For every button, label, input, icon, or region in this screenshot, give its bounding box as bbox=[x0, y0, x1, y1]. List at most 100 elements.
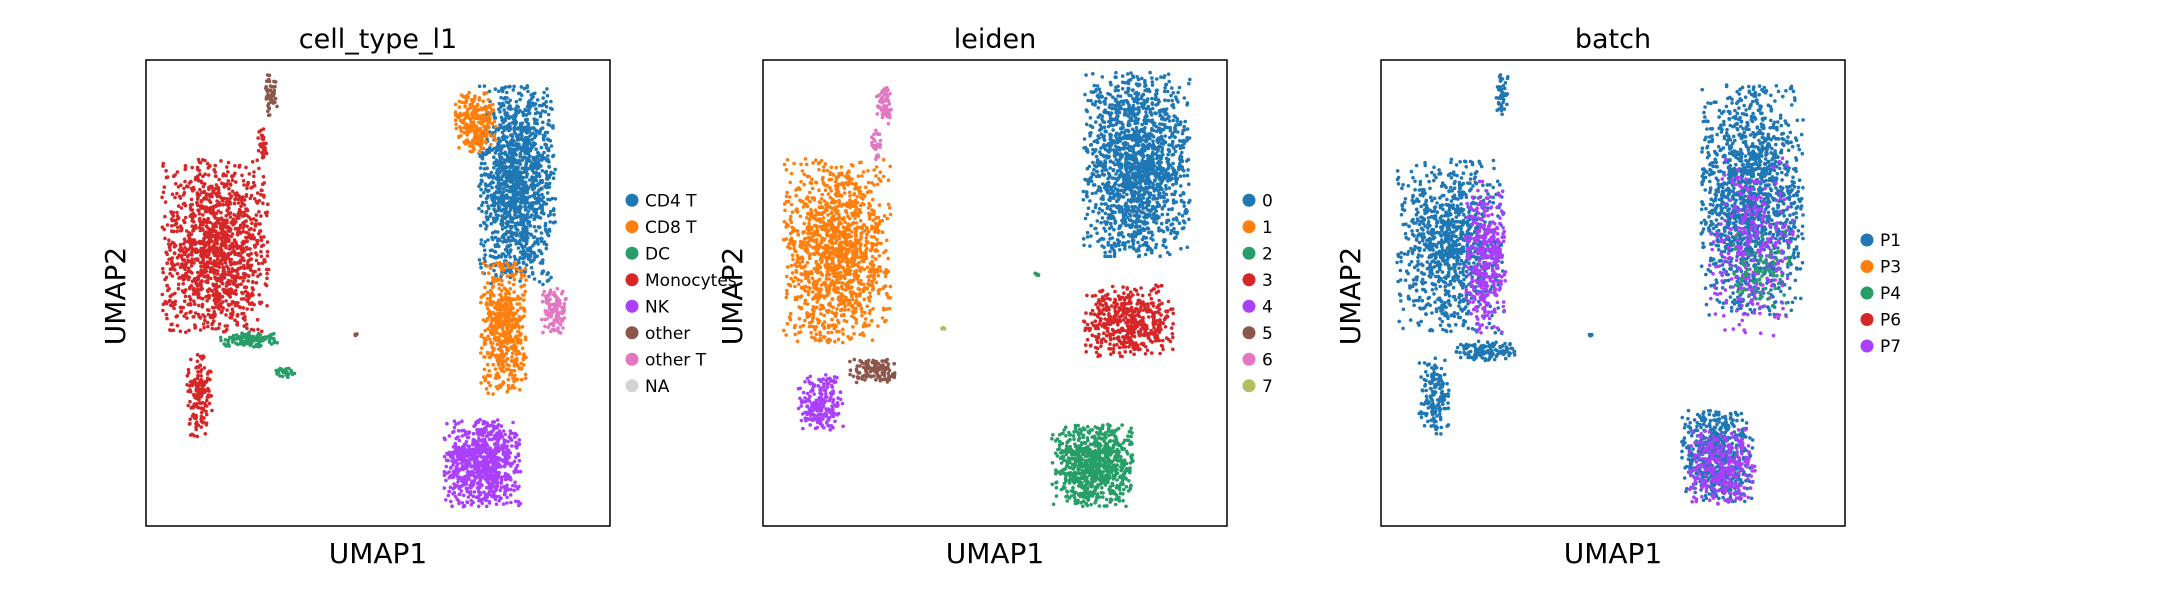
scatter-point bbox=[487, 271, 491, 276]
scatter-point bbox=[514, 272, 518, 276]
scatter-point bbox=[527, 111, 532, 115]
scatter-point bbox=[500, 190, 504, 195]
scatter-point bbox=[181, 282, 185, 286]
scatter-point bbox=[500, 382, 505, 387]
scatter-point bbox=[256, 136, 260, 140]
scatter-point bbox=[480, 119, 485, 123]
scatter-point bbox=[214, 183, 219, 187]
scatter-point bbox=[196, 178, 201, 183]
scatter-point bbox=[497, 282, 502, 287]
scatter-point bbox=[478, 166, 483, 170]
scatter-point bbox=[518, 387, 522, 392]
scatter-point bbox=[471, 116, 476, 120]
scatter-point bbox=[499, 480, 504, 484]
scatter-point bbox=[225, 237, 230, 241]
scatter-point bbox=[210, 321, 215, 326]
scatter-point bbox=[547, 181, 552, 186]
scatter-point bbox=[507, 477, 512, 481]
scatter-point bbox=[229, 221, 233, 225]
scatter-point bbox=[174, 182, 178, 186]
scatter-point bbox=[508, 98, 512, 103]
scatter-point bbox=[188, 206, 193, 211]
scatter-point bbox=[222, 275, 227, 280]
scatter-point bbox=[200, 393, 204, 397]
scatter-point bbox=[160, 195, 164, 200]
scatter-point bbox=[182, 186, 186, 191]
scatter-point bbox=[205, 395, 210, 399]
scatter-point bbox=[213, 238, 218, 242]
scatter-point bbox=[210, 326, 215, 331]
scatter-point bbox=[502, 108, 507, 112]
scatter-point bbox=[484, 468, 489, 472]
scatter-point bbox=[467, 430, 472, 435]
scatter-point bbox=[197, 398, 201, 402]
scatter-point bbox=[490, 437, 494, 442]
scatter-point bbox=[525, 135, 530, 140]
scatter-point bbox=[271, 336, 276, 341]
scatter-point bbox=[188, 399, 192, 404]
scatter-point bbox=[265, 210, 270, 214]
scatter-point bbox=[175, 170, 180, 174]
scatter-point bbox=[193, 302, 197, 307]
scatter-point bbox=[551, 176, 556, 180]
scatter-point bbox=[530, 270, 535, 275]
scatter-point bbox=[201, 246, 205, 251]
scatter-point bbox=[860, 313, 864, 318]
scatter-point bbox=[508, 493, 513, 497]
scatter-point bbox=[881, 157, 886, 162]
scatter-point bbox=[198, 260, 203, 265]
scatter-point bbox=[172, 245, 177, 249]
scatter-point bbox=[172, 251, 177, 255]
scatter-point bbox=[206, 312, 211, 317]
scatter-point bbox=[489, 142, 493, 147]
scatter-point bbox=[193, 326, 197, 330]
scatter-point bbox=[178, 249, 183, 253]
scatter-point bbox=[215, 191, 220, 195]
scatter-point bbox=[245, 186, 249, 191]
scatter-point bbox=[487, 183, 491, 188]
scatter-point bbox=[499, 163, 504, 168]
scatter-point bbox=[250, 160, 255, 164]
scatter-point bbox=[517, 325, 522, 330]
scatter-point bbox=[173, 299, 178, 304]
scatter-point bbox=[249, 257, 253, 261]
scatter-point bbox=[170, 262, 175, 266]
scatter-point bbox=[195, 434, 200, 439]
scatter-point bbox=[518, 172, 522, 176]
scatter-point bbox=[275, 104, 279, 109]
scatter-point bbox=[201, 213, 205, 217]
scatter-point bbox=[224, 225, 228, 229]
scatter-point bbox=[482, 256, 487, 261]
scatter-point bbox=[481, 130, 485, 134]
scatter-point bbox=[509, 162, 514, 167]
scatter-point bbox=[493, 249, 497, 254]
scatter-point bbox=[190, 216, 195, 220]
scatter-point bbox=[546, 233, 551, 238]
scatter-point bbox=[254, 213, 259, 217]
scatter-point bbox=[519, 276, 523, 280]
scatter-point bbox=[199, 220, 204, 225]
scatter-point bbox=[457, 105, 462, 109]
scatter-point bbox=[254, 344, 259, 348]
scatter-point bbox=[789, 263, 794, 268]
scatter-point bbox=[267, 73, 272, 78]
scatter-point bbox=[474, 111, 478, 116]
scatter-point bbox=[200, 304, 205, 309]
scatter-point bbox=[486, 334, 490, 339]
scatter-point bbox=[231, 333, 236, 338]
scatter-point bbox=[515, 240, 520, 244]
scatter-point bbox=[194, 416, 198, 421]
scatter-point bbox=[223, 272, 228, 277]
scatter-point bbox=[266, 202, 270, 206]
scatter-point bbox=[496, 213, 501, 218]
scatter-point bbox=[490, 332, 495, 337]
scatter-point bbox=[483, 182, 488, 186]
scatter-point bbox=[239, 204, 243, 209]
scatter-point bbox=[452, 419, 457, 424]
scatter-point bbox=[181, 242, 186, 246]
scatter-point bbox=[252, 197, 257, 201]
scatter-point bbox=[496, 362, 501, 366]
scatter-point bbox=[485, 455, 489, 459]
scatter-point bbox=[170, 224, 174, 228]
scatter-point bbox=[260, 261, 265, 266]
